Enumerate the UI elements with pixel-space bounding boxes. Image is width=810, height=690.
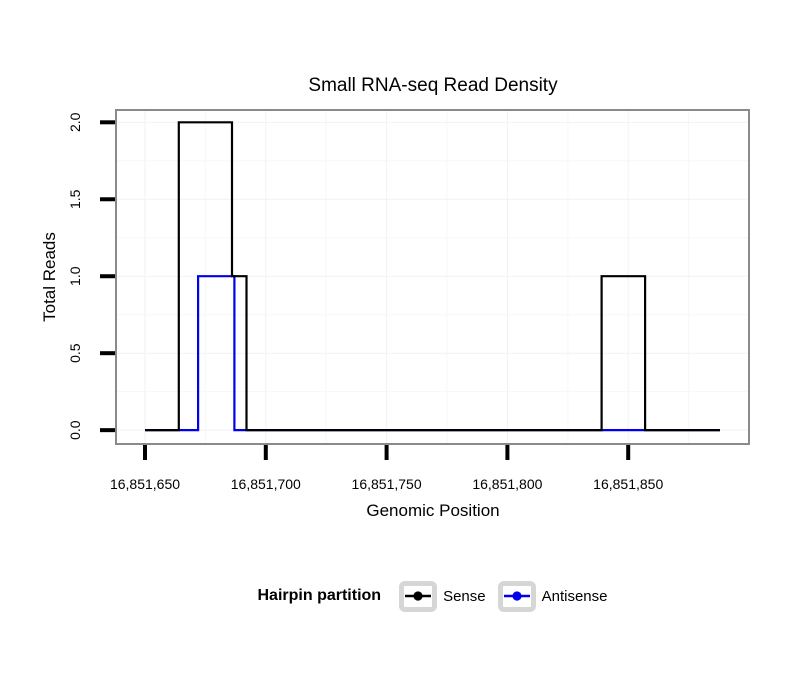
y-tick-label: 1.0 xyxy=(67,266,83,286)
sense-line-dot-icon xyxy=(405,591,432,601)
legend-key-sense xyxy=(399,580,438,612)
plot-border xyxy=(115,109,750,445)
legend-key-antisense xyxy=(497,580,536,612)
x-tick-label: 16,851,700 xyxy=(231,476,301,492)
legend-label-antisense: Antisense xyxy=(541,587,608,605)
y-tick-label: 0.5 xyxy=(67,343,83,363)
y-axis-label: Total Reads xyxy=(40,232,59,322)
x-tick-label: 16,851,750 xyxy=(352,476,422,492)
chart-title: Small RNA-seq Read Density xyxy=(308,75,558,96)
antisense-line-dot-icon xyxy=(503,591,530,601)
y-tick-label: 1.5 xyxy=(67,189,83,209)
x-tick-label: 16,851,650 xyxy=(110,476,180,492)
series-line-sense xyxy=(145,121,720,432)
y-tick-label: 2.0 xyxy=(67,112,83,132)
data-series xyxy=(145,121,720,432)
y-tick-label: 0.0 xyxy=(67,420,83,440)
x-tick-label: 16,851,850 xyxy=(593,476,663,492)
axis-ticks xyxy=(100,120,631,460)
x-tick-label: 16,851,800 xyxy=(472,476,542,492)
legend: Hairpin partition Sense Antisense xyxy=(116,577,749,615)
x-axis-label: Genomic Position xyxy=(366,501,499,520)
legend-title: Hairpin partition xyxy=(257,587,382,604)
axis-tick-labels: 16,851,650 16,851,700 16,851,750 16,851,800… xyxy=(67,112,663,492)
legend-label-sense: Sense xyxy=(443,587,486,605)
